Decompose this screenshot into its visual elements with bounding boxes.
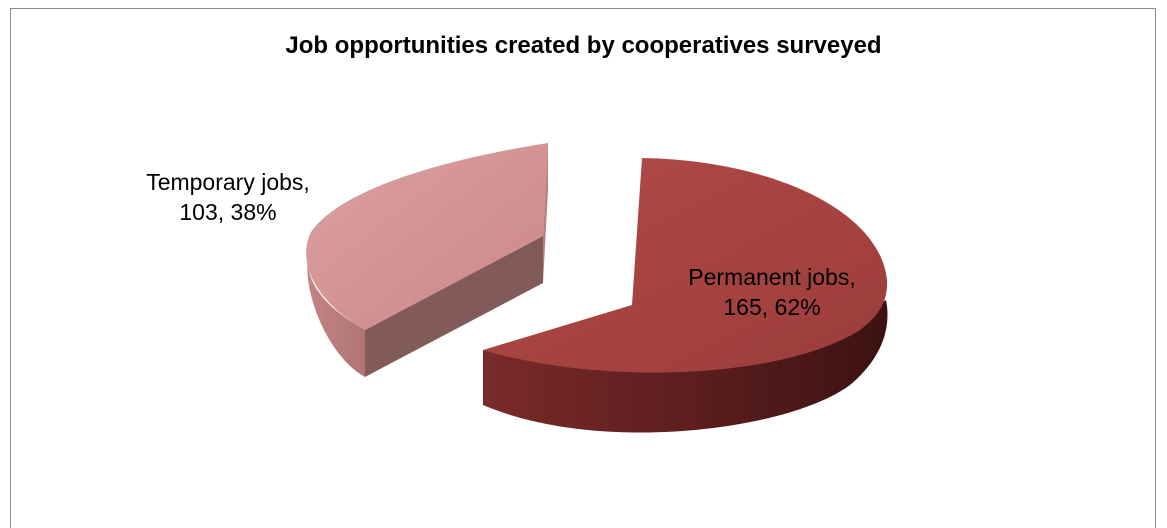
data-label-permanent-line1: Permanent jobs, <box>688 264 855 290</box>
pie-slice-permanent <box>483 158 888 433</box>
data-label-temporary-line2: 103, 38% <box>179 199 276 225</box>
data-label-temporary: Temporary jobs, 103, 38% <box>146 169 310 225</box>
temporary-slice-edge <box>543 143 548 283</box>
temporary-slice-top <box>306 143 548 330</box>
pie-slice-temporary <box>306 143 548 377</box>
data-label-permanent: Permanent jobs, 165, 62% <box>688 264 855 320</box>
data-label-permanent-line2: 165, 62% <box>723 294 820 320</box>
temporary-slice-cut-face <box>365 236 543 377</box>
chart-title: Job opportunities created by cooperative… <box>285 32 882 59</box>
chart-area <box>10 8 1156 528</box>
temporary-slice-outer-side <box>307 246 365 377</box>
permanent-slice-top <box>483 158 888 373</box>
data-label-temporary-line1: Temporary jobs, <box>146 169 310 195</box>
